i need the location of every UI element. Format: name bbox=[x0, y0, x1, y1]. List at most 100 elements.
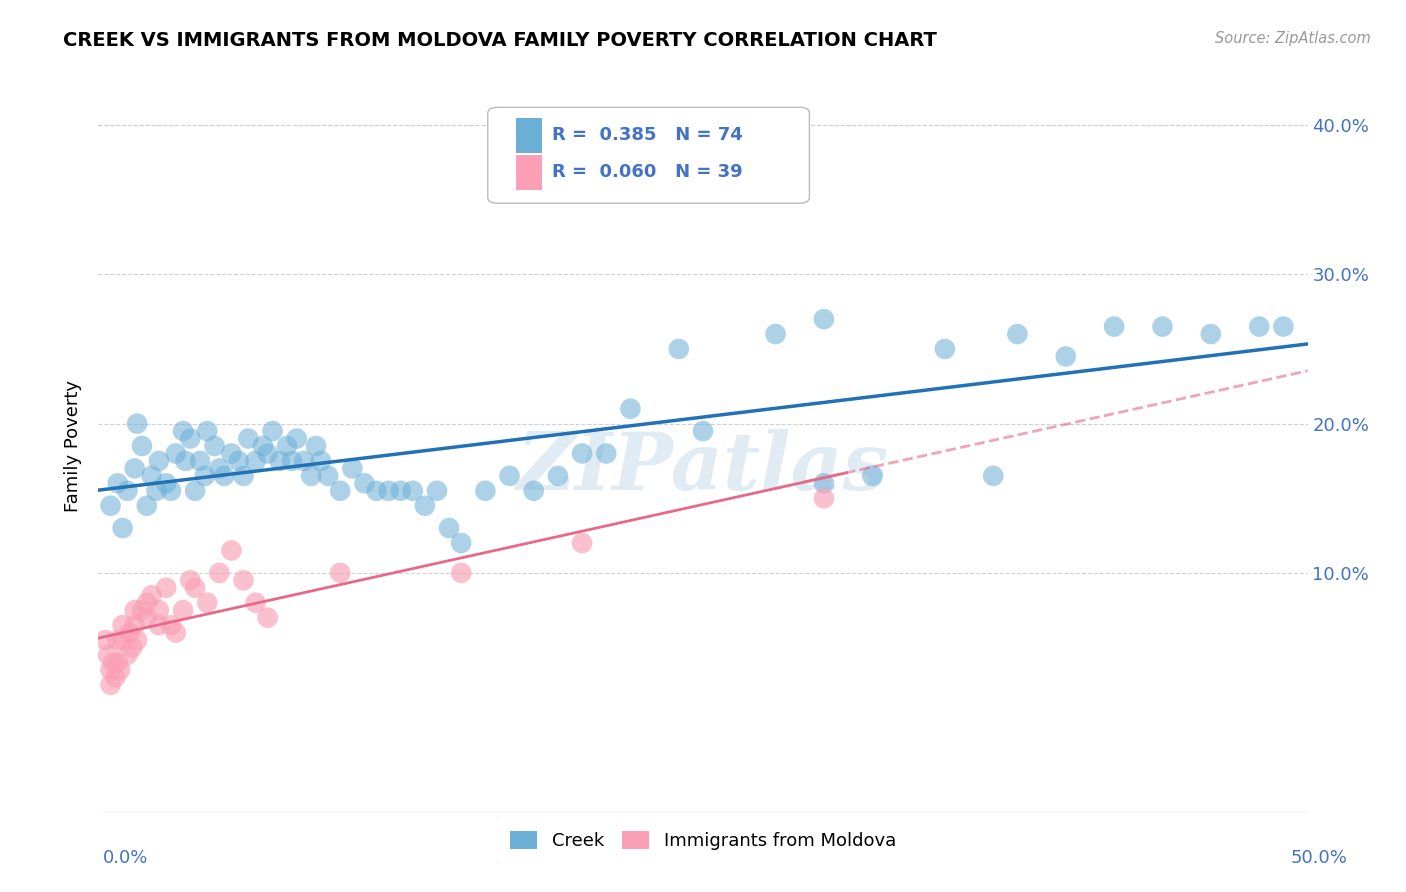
Text: Source: ZipAtlas.com: Source: ZipAtlas.com bbox=[1215, 31, 1371, 46]
Point bbox=[221, 543, 243, 558]
Point bbox=[107, 633, 129, 648]
Point bbox=[107, 656, 129, 670]
Point bbox=[127, 633, 149, 648]
Point bbox=[329, 566, 352, 580]
Point bbox=[1054, 350, 1077, 364]
Point bbox=[165, 625, 187, 640]
Point bbox=[195, 596, 218, 610]
Point bbox=[145, 483, 167, 498]
Point bbox=[108, 663, 131, 677]
Point bbox=[450, 566, 472, 580]
Point bbox=[299, 468, 322, 483]
Point bbox=[276, 439, 298, 453]
Point bbox=[692, 424, 714, 438]
Point bbox=[765, 326, 787, 341]
Point bbox=[934, 342, 956, 356]
Point bbox=[813, 476, 835, 491]
Point bbox=[172, 424, 194, 438]
Point bbox=[245, 596, 267, 610]
Point bbox=[94, 633, 117, 648]
Point bbox=[281, 454, 304, 468]
Point bbox=[160, 618, 183, 632]
Point bbox=[813, 491, 835, 506]
Point bbox=[155, 476, 177, 491]
Point bbox=[117, 648, 139, 662]
Point bbox=[450, 536, 472, 550]
Point bbox=[135, 596, 157, 610]
Point bbox=[523, 483, 546, 498]
Point bbox=[1272, 319, 1295, 334]
Point bbox=[668, 342, 690, 356]
Point bbox=[285, 432, 308, 446]
Text: 0.0%: 0.0% bbox=[103, 849, 148, 867]
Point bbox=[305, 439, 328, 453]
Point bbox=[571, 536, 593, 550]
Point bbox=[547, 468, 569, 483]
Legend: Creek, Immigrants from Moldova: Creek, Immigrants from Moldova bbox=[503, 823, 903, 857]
Point bbox=[141, 588, 163, 602]
Point bbox=[329, 483, 352, 498]
Point bbox=[292, 454, 315, 468]
Point bbox=[208, 566, 231, 580]
Point bbox=[179, 574, 201, 588]
Point bbox=[100, 678, 122, 692]
Point bbox=[179, 432, 201, 446]
Point bbox=[377, 483, 399, 498]
Point bbox=[124, 618, 146, 632]
Point bbox=[117, 483, 139, 498]
Point bbox=[426, 483, 449, 498]
Point bbox=[111, 633, 134, 648]
Point bbox=[437, 521, 460, 535]
Point bbox=[121, 640, 143, 655]
Point bbox=[269, 454, 291, 468]
Point bbox=[208, 461, 231, 475]
Point bbox=[498, 468, 520, 483]
Point bbox=[195, 424, 218, 438]
Point bbox=[141, 468, 163, 483]
Point bbox=[1102, 319, 1125, 334]
Point bbox=[100, 499, 122, 513]
Point bbox=[1199, 326, 1222, 341]
Point bbox=[256, 446, 278, 460]
Point bbox=[184, 581, 207, 595]
Text: CREEK VS IMMIGRANTS FROM MOLDOVA FAMILY POVERTY CORRELATION CHART: CREEK VS IMMIGRANTS FROM MOLDOVA FAMILY … bbox=[63, 31, 938, 50]
Point bbox=[221, 446, 243, 460]
Point bbox=[104, 670, 127, 684]
Point bbox=[228, 454, 250, 468]
Point bbox=[309, 454, 332, 468]
Point bbox=[127, 417, 149, 431]
Point bbox=[111, 521, 134, 535]
Point bbox=[1249, 319, 1271, 334]
Point bbox=[148, 454, 170, 468]
Point bbox=[204, 439, 226, 453]
Point bbox=[232, 574, 254, 588]
Point bbox=[353, 476, 375, 491]
Point bbox=[165, 446, 187, 460]
Point bbox=[188, 454, 211, 468]
Point bbox=[135, 610, 157, 624]
FancyBboxPatch shape bbox=[516, 119, 543, 153]
Point bbox=[148, 618, 170, 632]
Point bbox=[174, 454, 197, 468]
FancyBboxPatch shape bbox=[488, 107, 810, 203]
Point bbox=[389, 483, 412, 498]
Point bbox=[474, 483, 496, 498]
Point bbox=[1152, 319, 1174, 334]
Point bbox=[131, 603, 153, 617]
Point bbox=[101, 656, 124, 670]
Point bbox=[262, 424, 284, 438]
Y-axis label: Family Poverty: Family Poverty bbox=[65, 380, 83, 512]
Point bbox=[238, 432, 260, 446]
Point bbox=[316, 468, 339, 483]
Point bbox=[135, 499, 157, 513]
Point bbox=[160, 483, 183, 498]
Point bbox=[860, 468, 883, 483]
Point bbox=[131, 439, 153, 453]
Point bbox=[619, 401, 641, 416]
Point bbox=[571, 446, 593, 460]
Point bbox=[981, 468, 1004, 483]
Point bbox=[413, 499, 436, 513]
Point bbox=[402, 483, 425, 498]
Point bbox=[252, 439, 274, 453]
FancyBboxPatch shape bbox=[516, 155, 543, 190]
